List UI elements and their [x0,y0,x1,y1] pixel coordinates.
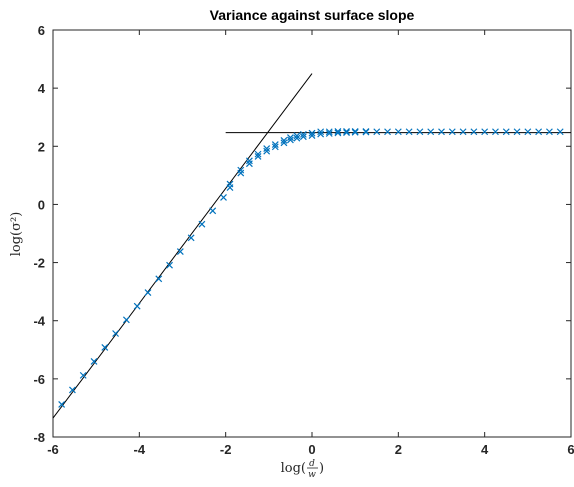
data-point [299,133,307,141]
x-tick-label: 4 [481,442,489,457]
y-tick-label: 2 [38,139,45,154]
fit-line [52,73,313,419]
chart-title: Variance against surface slope [210,7,415,23]
data-point [286,134,294,141]
data-point [535,128,543,136]
y-tick-label: 0 [38,197,45,212]
data-point [325,128,333,136]
data-point [502,128,510,136]
y-tick-label: -8 [33,430,45,445]
data-point [226,180,234,188]
data-point [334,128,342,135]
x-tick-label: 0 [308,442,315,457]
x-tick-label: -4 [134,442,146,457]
data-point [351,128,359,135]
y-tick-label: -6 [33,372,45,387]
data-point [492,128,499,136]
data-point [79,371,87,379]
data-point [384,128,391,136]
data-point [271,141,279,148]
data-point [524,128,532,136]
data-point [209,207,217,215]
data-point [299,130,307,138]
y-axis: -8 -6 -4 -2 0 2 4 6 [33,23,571,445]
data-point [155,275,163,283]
data-point [280,137,288,144]
data-point [187,234,195,242]
data-point [133,302,141,310]
data-point [343,128,350,135]
y-axis-label: log(σ²) [9,212,24,257]
data-point [308,129,316,137]
x-tick-label: -2 [220,442,232,457]
y-tick-label: 6 [38,23,45,38]
x-axis-label-suffix: ) [319,461,324,476]
x-tick-label: 6 [567,442,574,457]
data-point [254,153,262,160]
data-point [90,357,98,365]
data-point [438,128,445,136]
data-point [481,128,489,136]
data-point [263,145,271,153]
data-point [351,128,359,136]
data-point [122,316,130,324]
y-tick-label: -4 [33,314,45,329]
data-point [58,401,66,408]
data-point [470,128,478,136]
y-tick-label: -2 [33,256,45,271]
data-point [293,132,301,140]
x-axis-label-prefix: log( [281,461,306,476]
data-point [144,289,152,296]
x-tick-label: 2 [395,442,402,457]
data-point [513,128,521,136]
data-point [405,128,413,136]
y-tick-label: 4 [38,81,46,96]
data-point [394,128,402,136]
data-point [112,330,120,337]
data-point [237,166,245,174]
fit-lines [52,73,571,419]
data-point [448,128,456,136]
data-point [263,147,271,155]
x-tick-label: -6 [47,442,59,457]
data-point [362,128,370,135]
data-point [166,261,173,269]
x-axis-label-numerator: d [309,459,315,469]
data-point [317,130,325,138]
data-point [416,128,424,136]
data-point [427,128,435,136]
data-point [198,220,206,228]
data-point [254,150,262,158]
data-point [176,248,184,255]
x-axis-label: log( d w ) [281,459,324,480]
plot-area [52,29,572,438]
data-point [245,160,253,168]
data-point [280,139,288,147]
data-point [373,128,381,136]
data-point [343,129,350,137]
data-point [545,128,553,136]
data-point [245,157,253,165]
data-point [286,136,294,144]
data-point [459,128,467,136]
data-point [334,129,342,137]
data-markers [58,128,564,408]
data-point [293,134,301,142]
data-point [308,132,316,139]
data-point [101,344,109,351]
data-point [271,143,279,151]
data-point [317,128,325,136]
x-axis-label-denominator: w [308,470,316,480]
x-axis: -6 -4 -2 0 2 4 6 [47,30,574,457]
data-point [237,169,245,177]
data-point [220,194,227,201]
data-point [325,130,333,137]
data-point [556,128,564,136]
data-point [69,386,76,394]
